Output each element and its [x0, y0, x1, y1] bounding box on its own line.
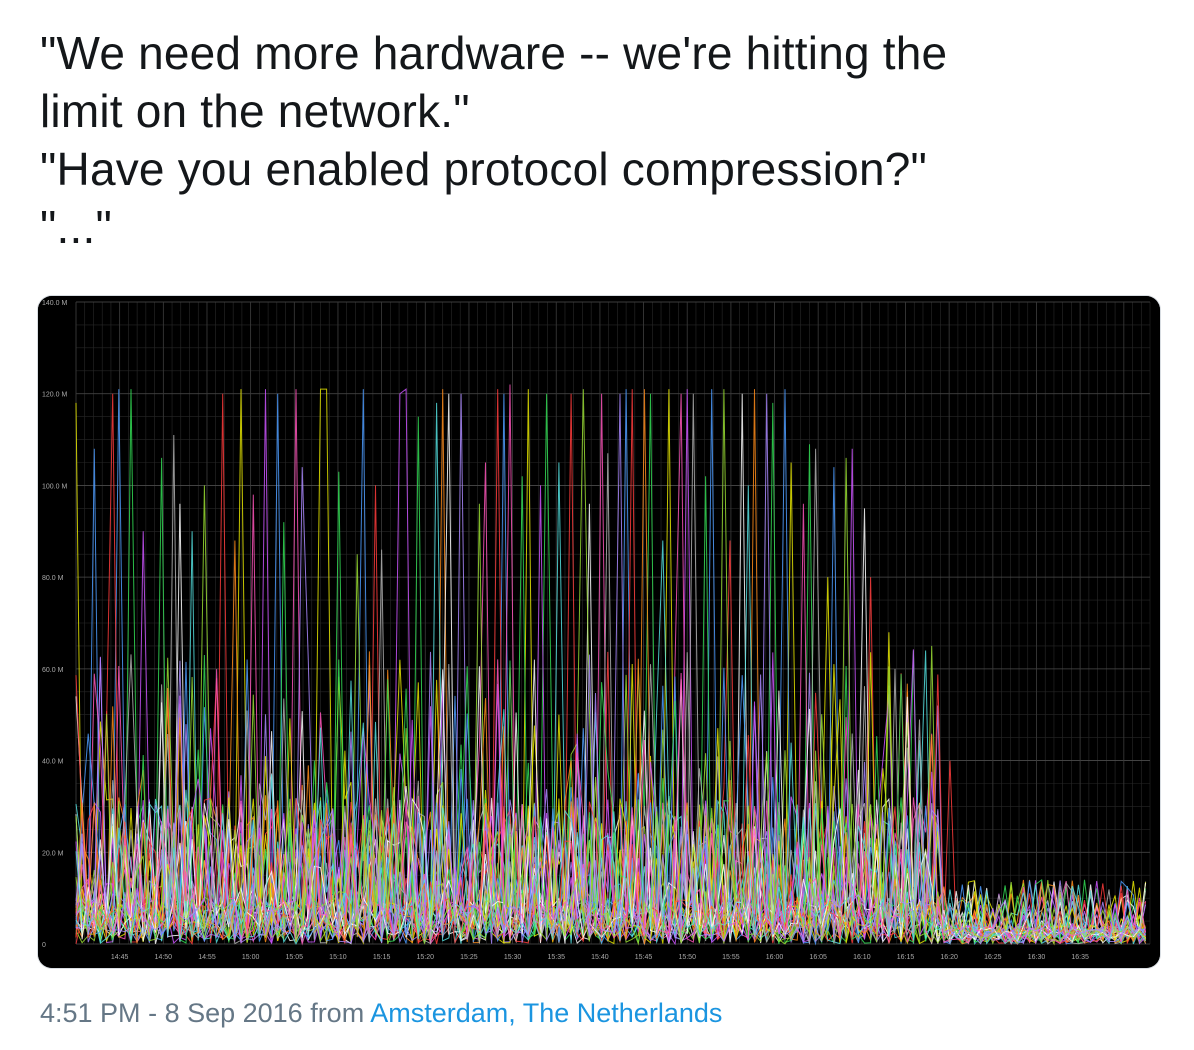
y-tick-label: 60.0 M	[42, 667, 64, 674]
x-tick-label: 15:20	[417, 954, 435, 961]
x-tick-label: 16:20	[940, 954, 958, 961]
x-tick-label: 16:10	[853, 954, 871, 961]
y-tick-label: 140.0 M	[42, 300, 67, 307]
tweet-media-chart[interactable]: 0 20.0 M 40.0 M 60.0 M 80.0 M 100.0 M 120.0 M 1…	[38, 296, 1160, 968]
tweet-text: "We need more hardware -- we're hitting …	[40, 24, 1170, 256]
y-tick-label: 40.0 M	[42, 759, 64, 766]
x-tick-label: 16:35	[1071, 954, 1089, 961]
x-tick-label: 15:50	[678, 954, 696, 961]
x-tick-label: 15:30	[504, 954, 522, 961]
y-tick-label: 0	[42, 942, 46, 949]
series-line	[75, 651, 1146, 945]
x-tick-label: 15:05	[286, 954, 304, 961]
x-tick-label: 14:50	[155, 954, 173, 961]
x-tick-label: 16:25	[984, 954, 1002, 961]
tweet-location-link[interactable]: Amsterdam, The Netherlands	[370, 998, 723, 1028]
x-tick-label: 15:10	[329, 954, 347, 961]
series-line	[75, 728, 1146, 946]
x-tick-label: 14:55	[198, 954, 216, 961]
tweet-date[interactable]: 8 Sep 2016	[164, 998, 303, 1028]
x-tick-label: 15:45	[635, 954, 653, 961]
x-tick-label: 14:45	[111, 954, 129, 961]
x-tick-label: 15:35	[547, 954, 565, 961]
y-tick-label: 120.0 M	[42, 392, 67, 399]
series-line	[75, 649, 1146, 945]
x-tick-label: 15:15	[373, 954, 391, 961]
tweet-time[interactable]: 4:51 PM	[40, 998, 141, 1028]
y-tick-label: 100.0 M	[42, 483, 67, 490]
x-tick-label: 16:15	[897, 954, 915, 961]
x-tick-label: 16:30	[1028, 954, 1046, 961]
y-axis-labels: 0 20.0 M 40.0 M 60.0 M 80.0 M 100.0 M 120.0 M 1…	[42, 300, 67, 949]
y-tick-label: 80.0 M	[42, 575, 64, 582]
series-line	[75, 652, 1147, 946]
meta-separator: -	[140, 998, 165, 1028]
tweet-line-1: "We need more hardware -- we're hitting …	[40, 27, 948, 79]
tweet-metadata: 4:51 PM - 8 Sep 2016 from Amsterdam, The…	[40, 998, 722, 1029]
x-tick-label: 15:55	[722, 954, 740, 961]
x-tick-label: 15:40	[591, 954, 609, 961]
network-traffic-chart: 0 20.0 M 40.0 M 60.0 M 80.0 M 100.0 M 120.0 M 1…	[38, 296, 1160, 968]
x-tick-label: 15:25	[460, 954, 478, 961]
meta-from: from	[302, 998, 371, 1028]
y-tick-label: 20.0 M	[42, 850, 64, 857]
tweet-line-4: "..."	[40, 201, 112, 253]
series-line	[75, 709, 1147, 945]
tweet-line-3: "Have you enabled protocol compression?"	[40, 143, 928, 195]
x-tick-label: 16:00	[766, 954, 784, 961]
chart-series	[75, 384, 1147, 946]
x-axis-labels: 14:45 14:50 14:55 15:00 15:05 15:10 15:15 15:20…	[111, 954, 1089, 961]
tweet-line-2: limit on the network."	[40, 85, 470, 137]
chart-grid-major	[75, 301, 1150, 945]
x-tick-label: 16:05	[809, 954, 827, 961]
x-tick-label: 15:00	[242, 954, 260, 961]
